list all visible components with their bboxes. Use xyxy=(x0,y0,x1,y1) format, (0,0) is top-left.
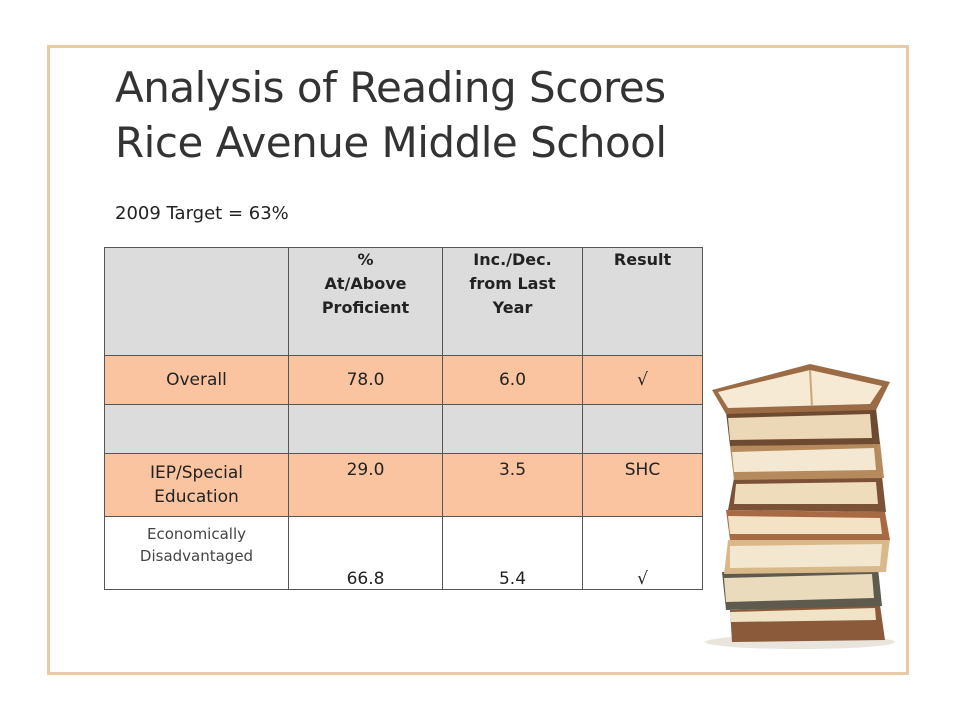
result-cell: SHC xyxy=(582,453,703,517)
title-line-1: Analysis of Reading Scores xyxy=(115,63,666,112)
header-cell-result: Result xyxy=(582,247,703,356)
row-label xyxy=(104,404,289,454)
header-line: from Last xyxy=(469,274,556,293)
table-row: Overall 78.0 6.0 √ xyxy=(104,355,703,405)
title-line-2: Rice Avenue Middle School xyxy=(115,118,667,167)
header-line: At/Above xyxy=(324,274,407,293)
stack-of-books-icon xyxy=(705,364,895,649)
header-line: Year xyxy=(492,298,533,317)
header-cell-change: Inc./Dec. from Last Year xyxy=(442,247,583,356)
row-label-line: Education xyxy=(154,487,239,507)
header-line: Proficient xyxy=(321,298,410,317)
pct-cell xyxy=(288,404,443,454)
change-cell: 3.5 xyxy=(442,453,583,517)
pct-cell: 78.0 xyxy=(288,355,443,405)
table-row xyxy=(104,404,703,454)
result-cell: √ xyxy=(582,516,703,590)
target-subtitle: 2009 Target = 63% xyxy=(115,203,289,224)
pct-cell: 29.0 xyxy=(288,453,443,517)
row-label-line: Economically xyxy=(146,525,247,543)
change-cell xyxy=(442,404,583,454)
change-cell: 6.0 xyxy=(442,355,583,405)
header-cell-proficient: % At/Above Proficient xyxy=(288,247,443,356)
table-row: IEP/Special Education 29.0 3.5 SHC xyxy=(104,453,703,517)
table-header-row: % At/Above Proficient Inc./Dec. from Las… xyxy=(104,247,703,356)
result-cell: √ xyxy=(582,355,703,405)
header-line: % xyxy=(357,250,374,269)
row-label-line: Disadvantaged xyxy=(139,547,254,565)
slide-title: Analysis of Reading Scores Rice Avenue M… xyxy=(115,60,667,170)
result-cell xyxy=(582,404,703,454)
reading-scores-table: % At/Above Proficient Inc./Dec. from Las… xyxy=(104,247,703,590)
pct-cell: 66.8 xyxy=(288,516,443,590)
row-label: Economically Disadvantaged xyxy=(104,516,289,590)
header-cell-blank xyxy=(104,247,289,356)
row-label: IEP/Special Education xyxy=(104,453,289,517)
table-row: Economically Disadvantaged 66.8 5.4 √ xyxy=(104,516,703,590)
row-label-line: IEP/Special xyxy=(150,463,243,483)
header-line: Result xyxy=(613,250,672,269)
change-cell: 5.4 xyxy=(442,516,583,590)
header-line: Inc./Dec. xyxy=(473,250,552,269)
row-label: Overall xyxy=(104,355,289,405)
